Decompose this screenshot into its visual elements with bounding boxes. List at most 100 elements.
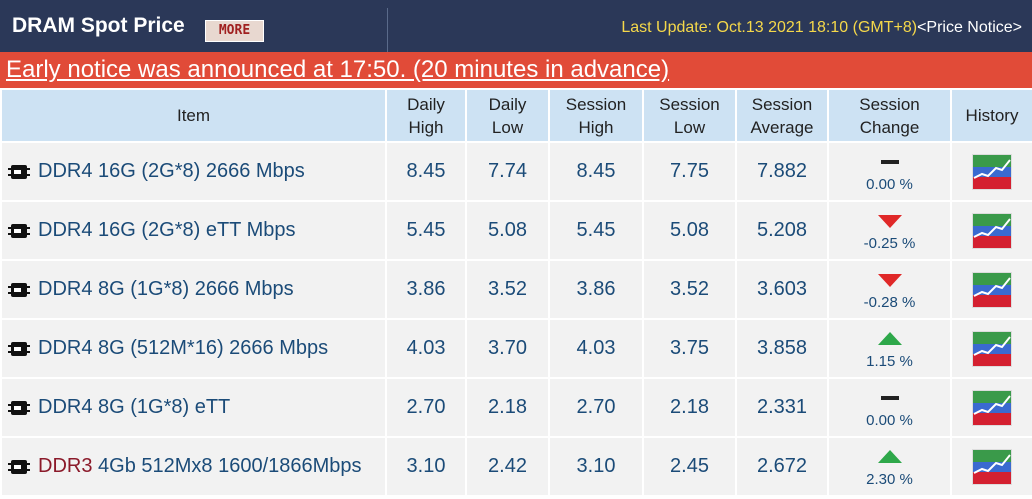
history-cell — [950, 377, 1032, 438]
change-arrow — [876, 210, 904, 232]
item-cell: DDR3 4Gb 512Mx8 1600/1866Mbps — [0, 436, 387, 497]
price-cell: 4.03 — [385, 318, 467, 379]
price-cell: 3.86 — [548, 259, 644, 320]
change-cell: 0.00 % — [827, 141, 952, 202]
price-cell: 2.70 — [548, 377, 644, 438]
price-cell: 5.208 — [735, 200, 829, 261]
column-header: Daily Low — [465, 88, 550, 143]
page-title: DRAM Spot Price — [12, 14, 185, 37]
price-cell: 8.45 — [385, 141, 467, 202]
change-arrow — [876, 269, 904, 291]
price-cell: 5.08 — [642, 200, 737, 261]
history-icon[interactable] — [972, 389, 1012, 426]
column-header: Session High — [548, 88, 644, 143]
price-cell: 4.03 — [548, 318, 644, 379]
price-cell: 2.45 — [642, 436, 737, 497]
item-text[interactable]: DDR4 8G (512M*16) 2666 Mbps — [38, 337, 329, 359]
history-cell — [950, 141, 1032, 202]
column-header: Session Low — [642, 88, 737, 143]
change-arrow — [880, 151, 900, 173]
change-arrow — [880, 387, 900, 409]
chip-icon — [8, 396, 30, 418]
change-value: 0.00 % — [866, 411, 913, 429]
price-cell: 2.18 — [465, 377, 550, 438]
price-cell: 3.70 — [465, 318, 550, 379]
notice-link[interactable]: Early notice was announced at 17:50. (20… — [0, 52, 1032, 88]
chip-icon — [8, 337, 30, 359]
last-update: Last Update: Oct.13 2021 18:10 (GMT+8) — [621, 19, 918, 36]
column-header: Item — [0, 88, 387, 143]
history-icon[interactable] — [972, 153, 1012, 190]
price-cell: 2.70 — [385, 377, 467, 438]
change-cell: 1.15 % — [827, 318, 952, 379]
table-row: DDR4 8G (1G*8) eTT 2.70 2.18 2.70 2.18 2.331 0… — [0, 377, 1032, 438]
history-icon[interactable] — [972, 271, 1012, 308]
change-value: 1.15 % — [866, 352, 913, 370]
item-cell: DDR4 8G (1G*8) 2666 Mbps — [0, 259, 387, 320]
price-cell: 3.75 — [642, 318, 737, 379]
price-cell: 5.08 — [465, 200, 550, 261]
item-cell: DDR4 8G (512M*16) 2666 Mbps — [0, 318, 387, 379]
price-notice-link[interactable]: <Price Notice> — [917, 19, 1022, 36]
price-cell: 3.86 — [385, 259, 467, 320]
price-cell: 7.74 — [465, 141, 550, 202]
price-cell: 3.603 — [735, 259, 829, 320]
table-row: DDR4 16G (2G*8) eTT Mbps 5.45 5.08 5.45 5.08… — [0, 200, 1032, 261]
price-cell: 2.672 — [735, 436, 829, 497]
header-text: High — [408, 117, 444, 137]
item-text[interactable]: DDR4 16G (2G*8) eTT Mbps — [38, 219, 296, 241]
header-text: Session — [751, 94, 813, 114]
table-row: DDR3 4Gb 512Mx8 1600/1866Mbps 3.10 2.42 3.1… — [0, 436, 1032, 497]
separator — [387, 8, 388, 52]
update-info: Last Update: Oct.13 2021 18:10 (GMT+8)<P… — [621, 19, 1022, 37]
header-text: Daily — [488, 94, 527, 114]
change-value: -0.25 % — [863, 234, 916, 252]
change-cell: 0.00 % — [827, 377, 952, 438]
column-header: Session Average — [735, 88, 829, 143]
item-text[interactable]: DDR4 8G (1G*8) 2666 Mbps — [38, 278, 294, 300]
table-row: DDR4 8G (512M*16) 2666 Mbps 4.03 3.70 4.03 3… — [0, 318, 1032, 379]
table-row: DDR4 16G (2G*8) 2666 Mbps 8.45 7.74 8.45 7.7… — [0, 141, 1032, 202]
history-icon[interactable] — [972, 330, 1012, 367]
chip-icon — [8, 219, 30, 241]
history-cell — [950, 318, 1032, 379]
header-text: High — [578, 117, 614, 137]
item-cell: DDR4 16G (2G*8) eTT Mbps — [0, 200, 387, 261]
chip-icon — [8, 278, 30, 300]
history-icon[interactable] — [972, 212, 1012, 249]
change-arrow — [876, 446, 904, 468]
price-cell: 3.10 — [385, 436, 467, 497]
history-cell — [950, 259, 1032, 320]
price-cell: 5.45 — [385, 200, 467, 261]
price-cell: 5.45 — [548, 200, 644, 261]
header-text: Low — [673, 117, 706, 137]
column-header: Session Change — [827, 88, 952, 143]
change-value: 0.00 % — [866, 175, 913, 193]
change-arrow — [876, 328, 904, 350]
header-text: Session — [659, 94, 720, 114]
change-cell: -0.28 % — [827, 259, 952, 320]
chip-icon — [8, 455, 30, 477]
history-cell — [950, 436, 1032, 497]
header-text: Low — [491, 117, 524, 137]
price-cell: 7.882 — [735, 141, 829, 202]
price-cell: 7.75 — [642, 141, 737, 202]
more-button[interactable]: MORE — [205, 20, 264, 42]
item-text[interactable]: DDR4 16G (2G*8) 2666 Mbps — [38, 160, 305, 182]
item-cell: DDR4 16G (2G*8) 2666 Mbps — [0, 141, 387, 202]
history-icon[interactable] — [972, 448, 1012, 485]
column-header: Daily High — [385, 88, 467, 143]
header-bar: DRAM Spot Price MORE Last Update: Oct.13… — [0, 0, 1032, 52]
price-cell: 3.858 — [735, 318, 829, 379]
price-cell: 3.10 — [548, 436, 644, 497]
item-text[interactable]: DDR4 8G (1G*8) eTT — [38, 396, 231, 418]
header-text: Session — [565, 94, 627, 114]
chip-icon — [8, 160, 30, 182]
item-text[interactable]: 4Gb 512Mx8 1600/1866Mbps — [92, 455, 362, 477]
price-cell: 2.42 — [465, 436, 550, 497]
item-text[interactable]: DDR3 — [38, 455, 93, 477]
header-text: Daily — [407, 94, 445, 114]
price-cell: 3.52 — [642, 259, 737, 320]
history-cell — [950, 200, 1032, 261]
